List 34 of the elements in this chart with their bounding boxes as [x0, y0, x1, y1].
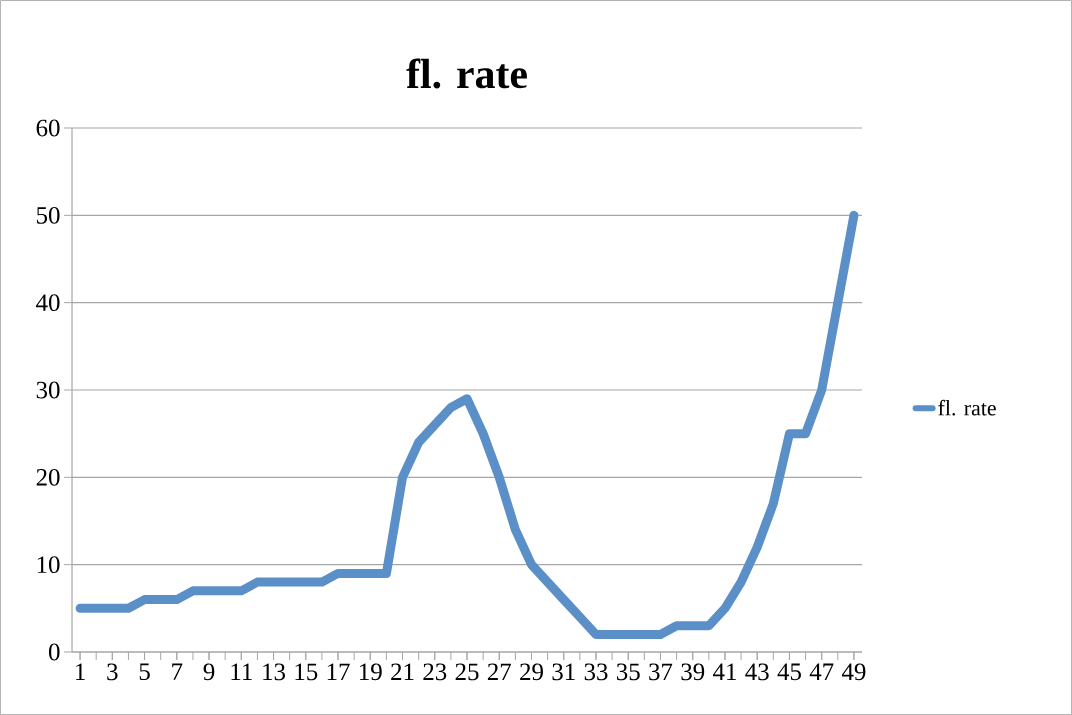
x-tick-label: 33: [584, 663, 608, 681]
y-tick-label: 0: [48, 643, 60, 661]
x-tick-label: 39: [681, 663, 705, 681]
x-tick-label: 49: [841, 663, 866, 681]
chart-title: fl. rate: [406, 58, 527, 89]
x-tick-label: 3: [107, 663, 118, 681]
x-tick-label: 11: [231, 663, 252, 680]
x-tick-label: 25: [455, 663, 479, 681]
x-tick-label: 35: [616, 663, 640, 681]
x-tick-label: 23: [423, 663, 447, 681]
x-tick-label: 1: [76, 663, 85, 680]
x-tick-label: 29: [520, 663, 543, 681]
y-tick-label: 20: [36, 468, 60, 486]
x-tick-label: 13: [263, 663, 286, 681]
y-tick-label: 50: [37, 206, 60, 224]
x-tick-label: 27: [487, 663, 511, 680]
x-tick-label: 9: [203, 663, 215, 681]
legend-label: fl. rate: [938, 399, 996, 416]
y-tick-label: 10: [37, 556, 60, 574]
x-tick-label: 7: [172, 663, 183, 680]
x-tick-label: 45: [777, 663, 801, 681]
x-tick-label: 17: [327, 663, 350, 680]
y-tick-label: 30: [36, 381, 60, 399]
x-tick-label: 43: [745, 663, 769, 681]
y-tick-label: 60: [36, 119, 60, 137]
y-tick-label: 40: [36, 294, 60, 312]
x-tick-label: 5: [139, 663, 150, 681]
x-tick-label: 15: [295, 663, 318, 681]
x-tick-label: 21: [391, 663, 414, 680]
x-tick-label: 19: [360, 663, 382, 681]
x-tick-label: 37: [649, 663, 673, 681]
x-tick-label: 47: [809, 663, 834, 680]
x-tick-label: 41: [713, 663, 736, 680]
x-tick-label: 31: [552, 663, 575, 681]
